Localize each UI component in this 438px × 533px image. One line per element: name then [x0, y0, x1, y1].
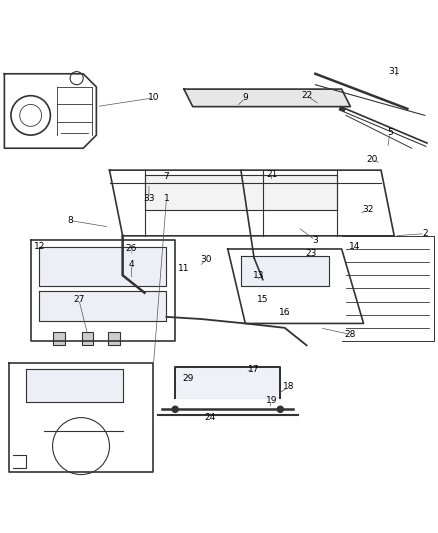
Polygon shape: [39, 247, 166, 286]
Text: 20: 20: [367, 155, 378, 164]
Bar: [82, 332, 93, 345]
Text: 5: 5: [387, 128, 393, 138]
Text: 27: 27: [73, 295, 85, 304]
Text: 13: 13: [253, 271, 264, 280]
Text: 9: 9: [242, 93, 248, 102]
Text: 16: 16: [279, 308, 290, 317]
Bar: [53, 332, 65, 345]
Text: 30: 30: [200, 255, 212, 264]
Polygon shape: [145, 174, 337, 209]
Circle shape: [172, 406, 178, 413]
Polygon shape: [175, 367, 280, 398]
Polygon shape: [241, 255, 328, 286]
Text: 32: 32: [362, 205, 374, 214]
Text: 7: 7: [163, 172, 170, 181]
Text: 12: 12: [34, 243, 45, 251]
Text: 4: 4: [129, 260, 134, 269]
Polygon shape: [184, 89, 350, 107]
Text: 19: 19: [266, 395, 277, 405]
Text: 8: 8: [67, 216, 73, 225]
Text: 11: 11: [178, 264, 190, 273]
Text: 3: 3: [312, 236, 318, 245]
Text: 28: 28: [345, 330, 356, 339]
Polygon shape: [26, 369, 123, 402]
Text: 14: 14: [349, 243, 360, 251]
Text: 21: 21: [266, 170, 277, 179]
Text: 24: 24: [205, 413, 216, 422]
Bar: [108, 332, 120, 345]
Polygon shape: [39, 292, 166, 321]
Text: 29: 29: [183, 374, 194, 383]
Text: 26: 26: [126, 245, 137, 254]
Text: 17: 17: [248, 365, 260, 374]
Text: 10: 10: [148, 93, 159, 102]
Text: 31: 31: [389, 67, 400, 76]
Text: 23: 23: [305, 249, 317, 258]
Text: 22: 22: [301, 91, 312, 100]
Text: 1: 1: [163, 194, 170, 203]
Text: 18: 18: [283, 383, 295, 391]
Text: 2: 2: [422, 229, 427, 238]
Circle shape: [277, 406, 283, 413]
Text: 15: 15: [257, 295, 268, 304]
Text: 33: 33: [143, 194, 155, 203]
